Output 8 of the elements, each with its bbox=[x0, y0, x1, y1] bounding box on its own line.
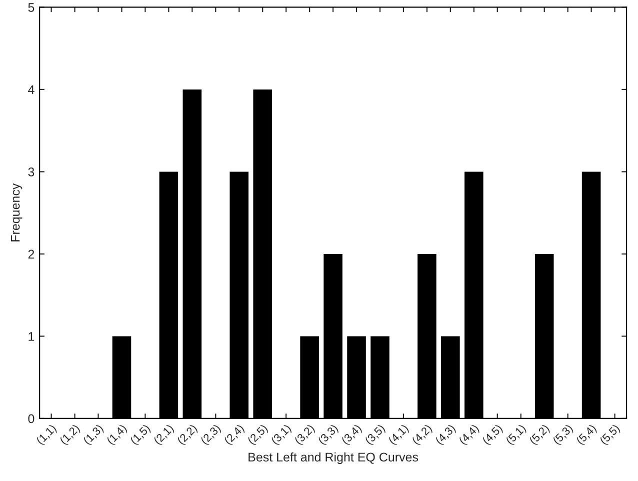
x-axis-title: Best Left and Right EQ Curves bbox=[248, 452, 418, 464]
y-tick-label: 2 bbox=[28, 250, 34, 258]
y-tick-label: 0 bbox=[28, 414, 34, 424]
y-axis-title: Frequency bbox=[10, 183, 22, 242]
y-tick-label: 1 bbox=[28, 332, 34, 341]
y-tick-label: 3 bbox=[28, 168, 34, 176]
y-tick-label: 5 bbox=[28, 3, 34, 12]
y-tick-label: 4 bbox=[28, 85, 34, 94]
